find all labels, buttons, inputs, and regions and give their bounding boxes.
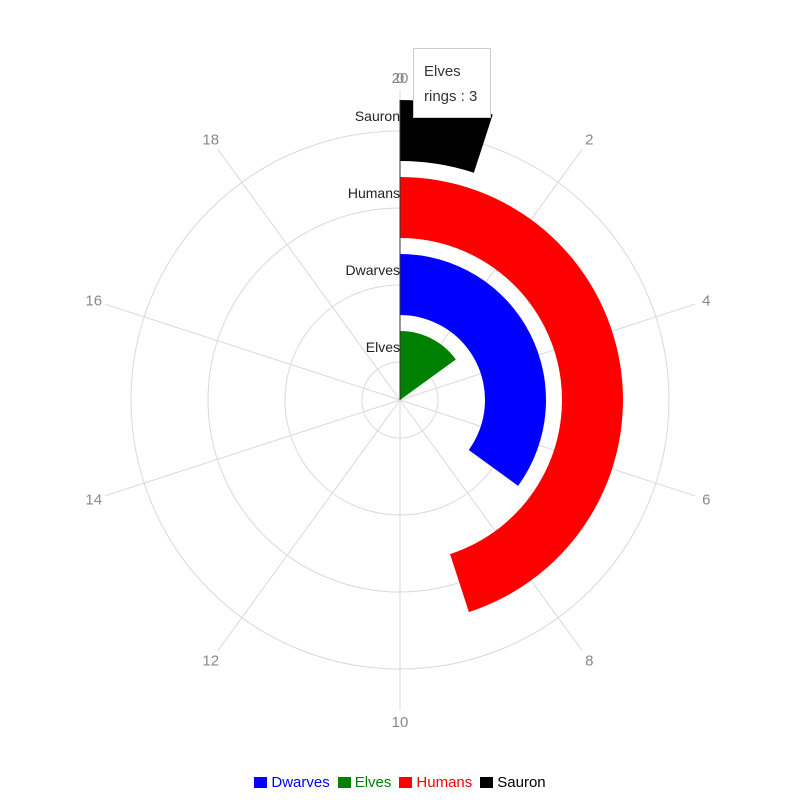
angle-spoke (399, 399, 695, 497)
tooltip-category: Elves (424, 63, 461, 80)
angle-tick-label: 0 (396, 70, 404, 87)
bars (399, 100, 624, 613)
angle-tick-label: 20 (392, 70, 409, 87)
category-label-humans: Humans (348, 185, 400, 201)
legend-item-dwarves[interactable]: Dwarves (254, 774, 330, 791)
bar-dwarves[interactable] (400, 254, 546, 486)
legend-item-humans[interactable]: Humans (399, 774, 472, 791)
category-labels: Elves Dwarves Humans Sauron (346, 108, 400, 355)
angle-tick-labels: 0 2 4 6 8 10 12 14 16 18 20 (85, 70, 710, 731)
legend: Dwarves Elves Humans Sauron (0, 774, 800, 791)
angle-tick-label: 18 (202, 131, 219, 148)
angle-spoke (217, 399, 401, 652)
angle-spoke (217, 148, 401, 401)
angle-tick-label: 14 (85, 492, 102, 509)
legend-label: Dwarves (271, 774, 330, 791)
angle-spoke (105, 399, 401, 497)
legend-label: Elves (354, 774, 392, 791)
legend-label: Sauron (497, 774, 546, 791)
tooltip: Elves rings : 3 (413, 48, 491, 118)
angle-tick-label: 4 (702, 292, 710, 309)
angle-spoke (105, 303, 401, 401)
legend-swatch (399, 777, 413, 788)
bar-humans[interactable] (400, 177, 624, 613)
angle-tick-label: 6 (702, 492, 710, 509)
legend-item-sauron[interactable]: Sauron (480, 774, 546, 791)
category-label-elves: Elves (366, 339, 400, 355)
legend-swatch (254, 777, 268, 788)
angle-spoke (399, 399, 583, 652)
category-label-dwarves: Dwarves (346, 262, 400, 278)
angle-tick-label: 10 (392, 714, 409, 731)
angle-tick-label: 8 (585, 653, 593, 670)
angle-tick-label: 2 (585, 131, 593, 148)
angle-tick-label: 16 (85, 292, 102, 309)
bar-sauron[interactable] (400, 100, 493, 173)
legend-item-elves[interactable]: Elves (337, 774, 392, 791)
angle-tick-label: 12 (202, 653, 219, 670)
legend-swatch (480, 777, 494, 788)
tooltip-value: rings : 3 (424, 88, 478, 105)
angle-spoke (399, 303, 695, 401)
legend-swatch (337, 777, 351, 788)
bar-elves[interactable] (400, 331, 456, 400)
legend-label: Humans (416, 774, 473, 791)
category-label-sauron: Sauron (355, 108, 400, 124)
